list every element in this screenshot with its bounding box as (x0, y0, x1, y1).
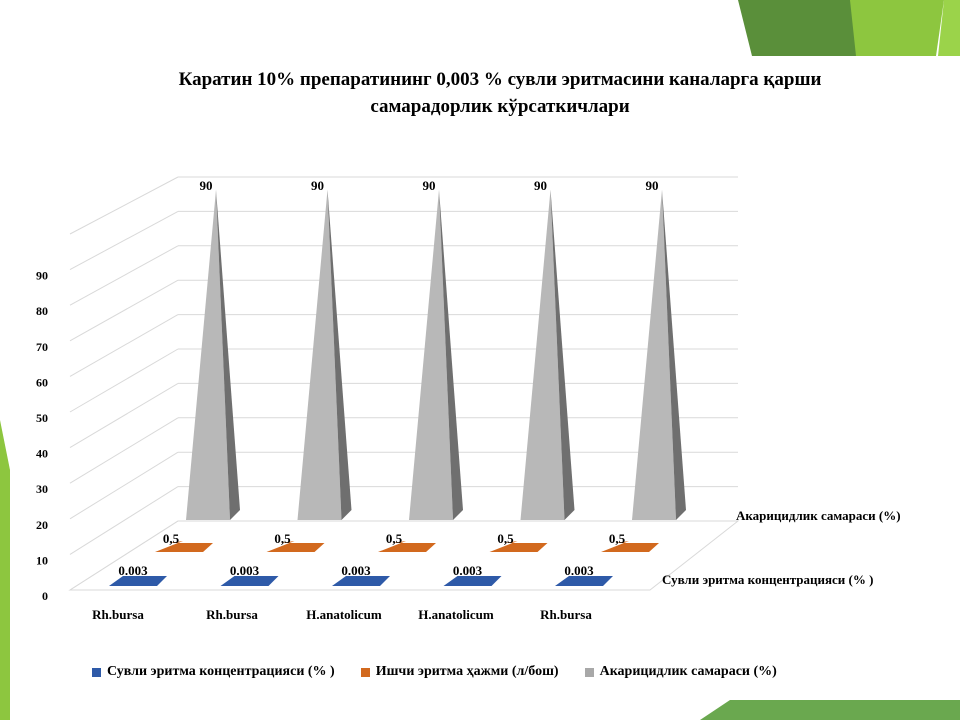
pyramid-concentration (555, 576, 613, 586)
pyramid-volume (155, 541, 213, 552)
legend-item-concentration: Сувли эритма концентрацияси (% ) (92, 664, 335, 680)
chart-title-line-1: Каратин 10% препаратининг 0,003 % сувли … (178, 69, 822, 90)
data-label-concentration: 0.003 (118, 563, 148, 578)
pyramid-volume (266, 541, 325, 552)
data-label-volume: 0,5 (497, 531, 514, 546)
data-label-efficacy: 90 (311, 178, 324, 193)
side-gridline (69, 348, 179, 413)
category-label: H.anatolicum (306, 607, 382, 622)
chart-legend: Сувли эритма концентрацияси (% ) Ишчи эр… (92, 664, 952, 680)
y-tick-label: 70 (36, 340, 48, 354)
pyramid-side-face (550, 189, 575, 520)
y-tick-label: 80 (36, 304, 48, 318)
y-tick-label: 40 (36, 447, 48, 461)
pyramid-side-face (327, 189, 352, 520)
pyramid-front-face (297, 189, 342, 520)
side-gridline (69, 382, 179, 449)
side-gridline (69, 176, 179, 235)
y-tick-label: 50 (36, 411, 48, 425)
category-label: H.anatolicum (418, 607, 494, 622)
side-gridline (69, 451, 179, 520)
side-gridline (69, 417, 179, 484)
chart-title: Каратин 10% препаратининг 0,003 % сувли … (120, 66, 880, 120)
legend-label-volume: Ишчи эритма ҳажми (л/бош) (375, 664, 559, 679)
pyramid-volume (489, 541, 548, 552)
data-label-concentration: 0.003 (453, 563, 483, 578)
data-label-volume: 0,5 (609, 531, 626, 546)
data-label-efficacy: 90 (200, 178, 213, 193)
side-gridline (69, 210, 179, 271)
y-tick-label: 90 (36, 269, 48, 283)
y-tick-label: 30 (36, 482, 48, 496)
y-tick-label: 60 (36, 375, 48, 389)
chart-floor (68, 520, 740, 591)
data-label-efficacy: 90 (423, 178, 436, 193)
category-label: Rh.bursa (92, 607, 144, 622)
legend-label-efficacy: Акарицидлик самараси (%) (599, 664, 777, 679)
depth-label-efficacy: Акарицидлик самараси (%) (736, 508, 901, 523)
pyramid-front-face (520, 189, 565, 520)
data-label-volume: 0,5 (163, 531, 180, 546)
side-gridline (69, 245, 179, 306)
pyramid-side-face (216, 189, 240, 520)
pyramid-concentration (109, 576, 167, 586)
data-label-concentration: 0.003 (564, 563, 594, 578)
data-label-efficacy: 90 (534, 178, 547, 193)
y-tick-label: 10 (36, 553, 48, 567)
y-tick-label: 20 (36, 518, 48, 532)
legend-swatch-gray (584, 667, 594, 677)
data-label-efficacy: 90 (646, 178, 659, 193)
pyramid-side-face (439, 189, 463, 520)
side-gridline (69, 486, 179, 555)
legend-label-concentration: Сувли эритма концентрацияси (% ) (107, 664, 335, 679)
data-label-volume: 0,5 (386, 531, 403, 546)
legend-item-efficacy: Акарицидлик самараси (%) (584, 664, 777, 680)
data-label-concentration: 0.003 (230, 563, 260, 578)
pyramid-concentration (332, 576, 390, 586)
category-label: Rh.bursa (540, 607, 592, 622)
data-label-concentration: 0.003 (341, 563, 371, 578)
y-tick-label: 0 (42, 589, 48, 603)
depth-label-concentration: Сувли эритма концентрацияси (% ) (662, 572, 873, 587)
pyramid-front-face (409, 189, 453, 520)
pyramid-side-face (662, 189, 686, 520)
data-label-volume: 0,5 (274, 531, 291, 546)
side-gridline (69, 279, 179, 342)
legend-swatch-orange (360, 667, 370, 677)
chart-title-line-2: самарадорлик кўрсаткичлари (370, 96, 630, 117)
pyramid-front-face (632, 189, 676, 520)
pyramid-concentration (220, 576, 279, 586)
category-label: Rh.bursa (206, 607, 258, 622)
pyramid-volume (378, 541, 436, 552)
legend-swatch-blue (92, 667, 101, 677)
pyramid-volume (601, 541, 659, 552)
side-gridline (69, 314, 179, 377)
legend-item-volume: Ишчи эритма ҳажми (л/бош) (360, 664, 559, 680)
pyramid-concentration (443, 576, 502, 586)
pyramid-front-face (186, 189, 230, 520)
